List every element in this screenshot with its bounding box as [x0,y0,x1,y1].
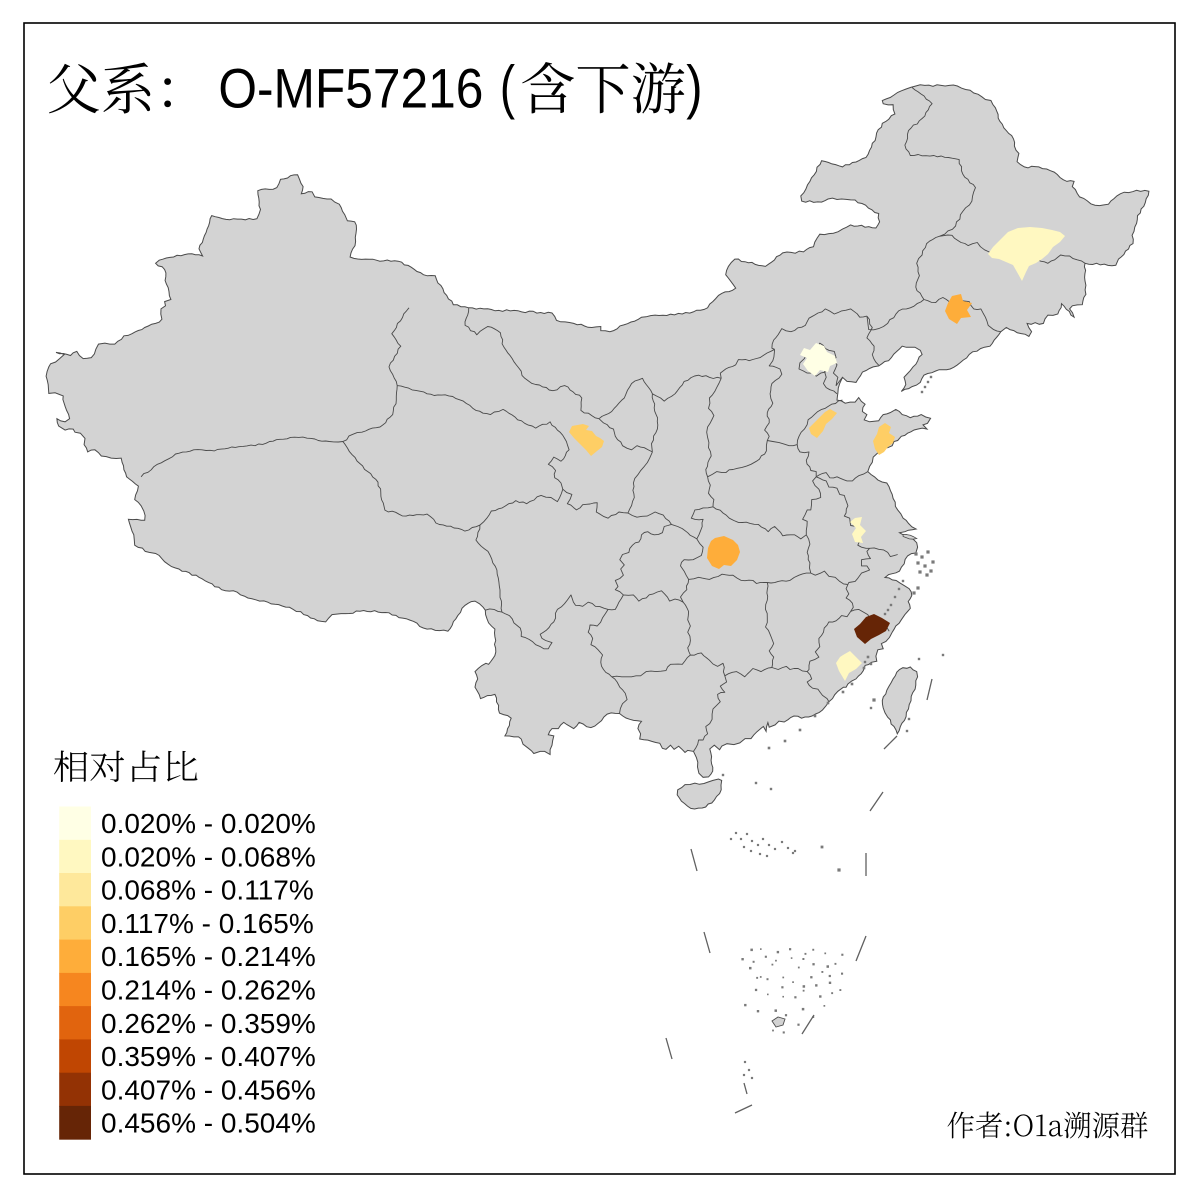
svg-text:0.165% - 0.214%: 0.165% - 0.214% [101,941,316,972]
svg-text:0.214% - 0.262%: 0.214% - 0.262% [101,975,316,1006]
svg-text:0.407% - 0.456%: 0.407% - 0.456% [101,1074,316,1105]
svg-text:0.117% - 0.165%: 0.117% - 0.165% [101,908,314,939]
svg-text:0.359% - 0.407%: 0.359% - 0.407% [101,1041,316,1072]
svg-text:0.456% - 0.504%: 0.456% - 0.504% [101,1108,316,1139]
svg-text:0.020% - 0.068%: 0.020% - 0.068% [101,841,316,872]
svg-text:0.068% - 0.117%: 0.068% - 0.117% [101,875,314,906]
svg-text:0.020% - 0.020%: 0.020% - 0.020% [101,808,316,839]
svg-text:0.262% - 0.359%: 0.262% - 0.359% [101,1008,316,1039]
